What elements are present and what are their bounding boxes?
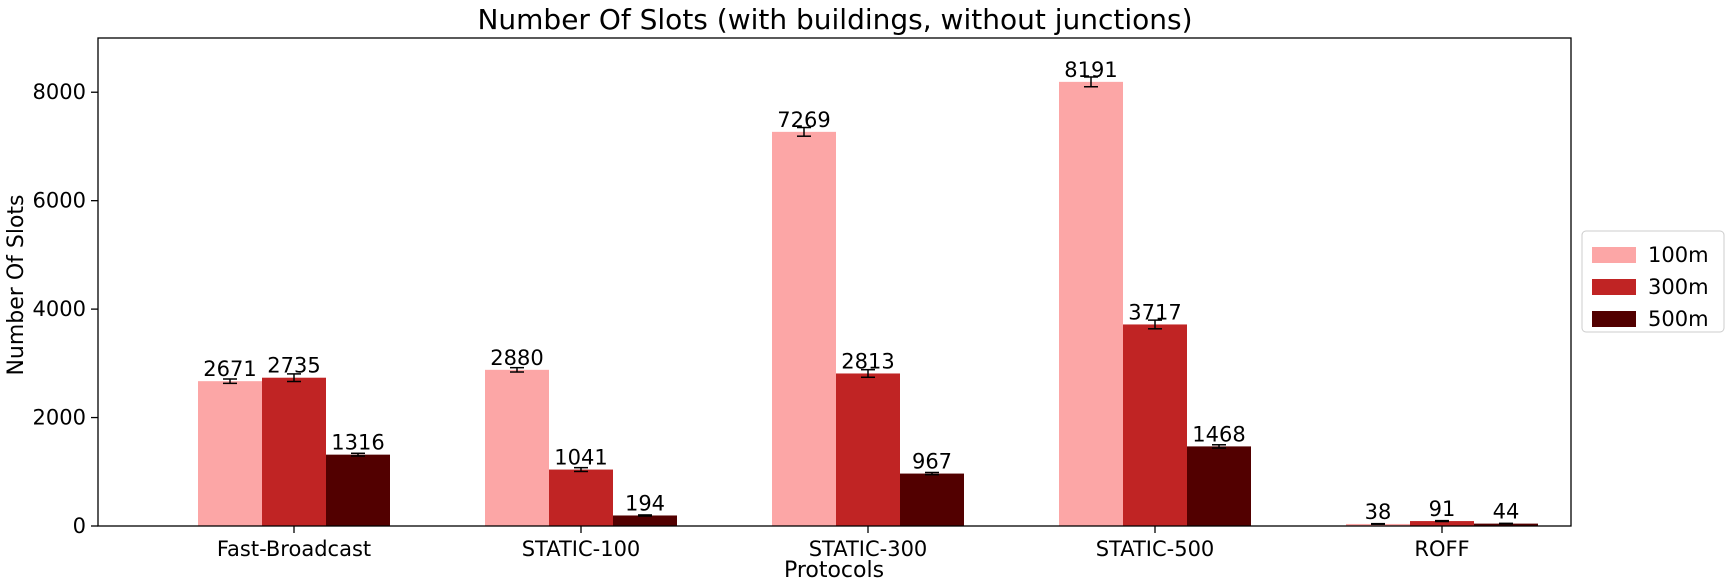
data-label-300m-STATIC-300: 2813 [841,349,894,373]
bar-500m-STATIC-300 [900,473,964,526]
data-label-500m-STATIC-100: 194 [625,491,665,515]
legend: 100m 300m 500m [1581,230,1725,333]
y-tick-label: 4000 [33,297,86,321]
y-axis: 0 2000 4000 6000 8000 [33,80,98,538]
x-tick-label: Fast-Broadcast [217,537,371,561]
bar-500m-STATIC-500 [1187,446,1251,526]
bar-100m-ROFF [1346,523,1410,526]
data-label-500m-STATIC-500: 1468 [1192,422,1245,446]
error-bars-layer [223,76,1513,525]
x-tick-label: ROFF [1414,537,1469,561]
data-label-300m-STATIC-500: 3717 [1128,300,1181,324]
x-axis-label: Protocols [784,558,884,583]
bar-100m-STATIC-100 [485,369,549,526]
bar-300m-Fast-Broadcast [262,377,326,526]
data-label-100m-Fast-Broadcast: 2671 [203,357,256,381]
bar-300m-ROFF [1410,521,1474,526]
y-tick-label: 0 [73,514,86,538]
chart-title: Number Of Slots (with buildings, without… [477,3,1192,36]
data-label-100m-STATIC-300: 7269 [777,108,830,132]
bar-500m-STATIC-100 [613,515,677,526]
legend-label-500m: 500m [1648,307,1709,331]
data-label-100m-STATIC-500: 8191 [1064,58,1117,82]
bar-300m-STATIC-300 [836,373,900,526]
x-tick-label: STATIC-500 [1096,537,1215,561]
y-tick-label: 8000 [33,80,86,104]
data-label-500m-Fast-Broadcast: 1316 [331,431,384,455]
bar-500m-Fast-Broadcast [326,454,390,526]
bar-100m-Fast-Broadcast [198,381,262,526]
bar-500m-ROFF [1474,523,1538,526]
legend-label-300m: 300m [1648,275,1709,299]
legend-label-100m: 100m [1648,243,1709,267]
data-labels-layer: 2671 2735 1316 2880 1041 194 7269 2813 967 8191 37… [203,58,1519,524]
bar-300m-STATIC-100 [549,469,613,526]
data-label-100m-STATIC-100: 2880 [490,346,543,370]
y-tick-label: 6000 [33,189,86,213]
data-label-300m-STATIC-100: 1041 [554,446,607,470]
y-axis-label: Number Of Slots [4,194,29,375]
x-tick-label: STATIC-300 [809,537,928,561]
x-tick-label: STATIC-100 [522,537,641,561]
x-axis: Fast-Broadcast STATIC-100 STATIC-300 STATIC… [217,526,1470,561]
plot-frame [97,37,1572,527]
y-tick-label: 2000 [33,406,86,430]
data-label-100m-ROFF: 38 [1365,500,1392,524]
bars-layer [198,81,1538,526]
data-label-500m-ROFF: 44 [1493,500,1520,524]
legend-swatch-300m [1592,279,1636,295]
legend-swatch-100m [1592,247,1636,263]
legend-swatch-500m [1592,311,1636,327]
bar-100m-STATIC-300 [772,131,836,526]
data-label-300m-Fast-Broadcast: 2735 [267,354,320,378]
bar-300m-STATIC-500 [1123,324,1187,526]
data-label-500m-STATIC-300: 967 [912,450,952,474]
bar-100m-STATIC-500 [1059,81,1123,526]
data-label-300m-ROFF: 91 [1429,497,1456,521]
